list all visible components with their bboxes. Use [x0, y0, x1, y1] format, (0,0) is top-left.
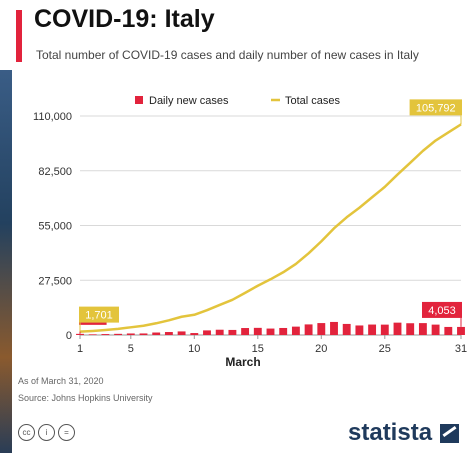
title-accent-bar [16, 10, 22, 62]
daily-bar [380, 324, 389, 335]
x-tick-label: 15 [252, 343, 264, 355]
daily-bar [228, 329, 237, 335]
daily-bar [355, 325, 364, 335]
data-callout-box [79, 306, 119, 323]
data-callout-box [409, 99, 462, 116]
legend-label-daily: Daily new cases [149, 95, 229, 107]
statista-logo-icon [440, 424, 459, 443]
daily-bar [215, 329, 224, 335]
daily-bar [88, 334, 97, 335]
cc-icon: cc [18, 424, 35, 441]
data-callout-label: 1,701 [85, 310, 113, 322]
daily-bar [152, 332, 161, 335]
x-tick-label: 10 [188, 343, 200, 355]
y-tick-label: 27,500 [38, 275, 72, 287]
background-photo-edge [0, 70, 12, 453]
daily-bar [368, 324, 377, 335]
daily-bar [393, 322, 402, 335]
daily-bar [101, 334, 110, 335]
daily-bar [177, 331, 186, 335]
daily-bar [444, 326, 453, 335]
data-callout-label: 105,792 [416, 102, 456, 114]
daily-bar [76, 333, 84, 335]
daily-bar [266, 328, 275, 335]
daily-bar [342, 323, 351, 335]
x-tick-label: 20 [315, 343, 327, 355]
y-tick-label: 0 [66, 330, 72, 342]
daily-bar [457, 326, 465, 335]
license-icons: cc i = [18, 424, 75, 441]
grid-layer [80, 115, 461, 336]
daily-bar [114, 333, 123, 335]
data-callout-box [422, 301, 462, 318]
daily-bar [253, 327, 262, 335]
legend-label-total: Total cases [285, 95, 341, 107]
y-tick-label: 82,500 [38, 166, 72, 178]
y-tick-label: 110,000 [33, 111, 72, 123]
attribution-icon: i [38, 424, 55, 441]
legend-swatch-daily [135, 96, 143, 104]
daily-bar [139, 333, 148, 335]
x-tick-label: 25 [379, 343, 391, 355]
daily-bar [164, 332, 173, 335]
daily-bar [317, 323, 326, 335]
x-tick-label: 5 [128, 343, 134, 355]
date-note: As of March 31, 2020 [18, 376, 104, 386]
daily-bar [304, 324, 313, 335]
daily-bar [203, 330, 211, 335]
legend: Daily new cases Total cases [135, 95, 341, 107]
daily-bar [418, 323, 427, 335]
data-callout-label: 4,053 [428, 305, 456, 317]
daily-bar [431, 324, 440, 335]
x-tick-label: 1 [77, 343, 83, 355]
brand-logo-text: statista [348, 419, 433, 446]
daily-bars [76, 321, 465, 335]
x-tick-label: 31 [455, 343, 467, 355]
source-note: Source: Johns Hopkins University [18, 393, 153, 403]
daily-bar [291, 326, 300, 335]
daily-bar [330, 321, 338, 335]
x-axis-title: March [225, 355, 260, 369]
daily-bar [126, 333, 135, 335]
total-cases-line [79, 123, 462, 333]
daily-bar [406, 323, 415, 335]
daily-bar [190, 333, 199, 335]
daily-bar [279, 327, 288, 335]
page-subtitle: Total number of COVID-19 cases and daily… [36, 48, 419, 62]
total-line-layer [79, 123, 462, 333]
no-derivatives-icon: = [58, 424, 75, 441]
daily-bar [241, 328, 250, 335]
y-tick-label: 55,000 [38, 221, 72, 233]
page-title: COVID-19: Italy [34, 5, 215, 33]
